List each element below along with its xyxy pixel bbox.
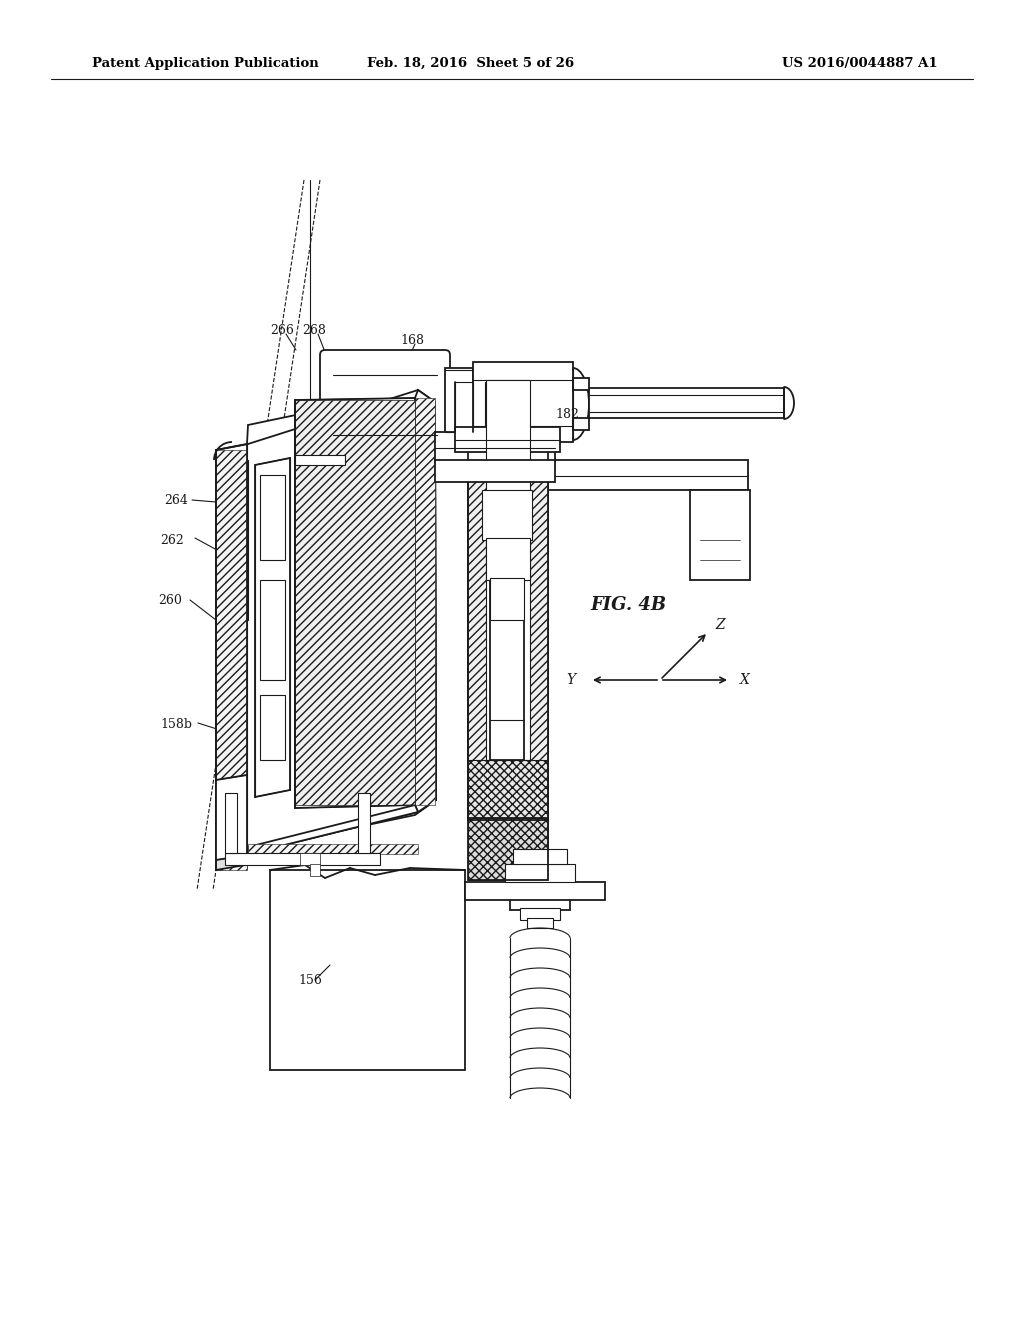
Text: Y: Y	[566, 673, 575, 686]
Bar	[589, 388, 784, 418]
Text: 266: 266	[270, 323, 294, 337]
Bar	[310, 865, 319, 876]
Bar	[490, 560, 524, 760]
Bar	[468, 818, 548, 880]
Bar	[260, 579, 285, 680]
Bar	[468, 818, 548, 880]
Polygon shape	[216, 840, 245, 870]
Text: $\theta_1$: $\theta_1$	[319, 424, 336, 441]
Bar	[455, 381, 473, 432]
Polygon shape	[248, 805, 418, 854]
Bar	[505, 865, 575, 882]
Bar	[530, 459, 548, 760]
Text: 168: 168	[400, 334, 424, 346]
Bar	[295, 400, 415, 805]
Bar	[260, 475, 285, 560]
Bar	[415, 399, 435, 805]
Bar	[482, 490, 532, 540]
Bar	[468, 760, 548, 820]
Bar	[573, 418, 589, 430]
Bar	[490, 578, 524, 620]
Bar	[510, 888, 570, 909]
Text: 268: 268	[302, 323, 326, 337]
Bar	[468, 459, 486, 760]
Text: FIG. 4B: FIG. 4B	[590, 597, 667, 614]
Bar	[300, 853, 319, 865]
Bar	[527, 917, 553, 928]
Bar	[248, 843, 418, 854]
Text: US 2016/0044887 A1: US 2016/0044887 A1	[782, 57, 938, 70]
FancyBboxPatch shape	[319, 350, 450, 455]
Bar	[435, 459, 555, 482]
Bar	[573, 378, 589, 389]
Bar	[295, 455, 345, 465]
Bar	[473, 362, 573, 442]
Polygon shape	[295, 399, 415, 808]
Text: 262: 262	[160, 533, 183, 546]
Bar	[260, 696, 285, 760]
Bar	[225, 853, 380, 865]
Text: 264: 264	[164, 494, 187, 507]
Bar	[468, 432, 548, 820]
Bar	[358, 793, 370, 853]
Bar	[216, 450, 247, 870]
Text: 158b: 158b	[160, 718, 193, 731]
Text: 182: 182	[555, 408, 579, 421]
Bar	[690, 490, 750, 579]
Bar	[486, 539, 530, 579]
Polygon shape	[255, 458, 290, 797]
Text: 260: 260	[158, 594, 182, 606]
Polygon shape	[415, 389, 436, 812]
Text: Feb. 18, 2016  Sheet 5 of 26: Feb. 18, 2016 Sheet 5 of 26	[368, 57, 574, 70]
Bar	[486, 380, 530, 459]
Text: Patent Application Publication: Patent Application Publication	[92, 57, 318, 70]
Polygon shape	[216, 775, 247, 861]
Text: Z: Z	[715, 618, 725, 632]
Polygon shape	[216, 389, 436, 870]
Text: X: X	[740, 673, 750, 686]
Bar	[548, 459, 748, 490]
Bar	[465, 882, 605, 900]
Bar	[270, 870, 465, 1071]
Bar	[455, 426, 560, 451]
Bar	[520, 908, 560, 920]
Bar	[435, 432, 555, 462]
Text: 156: 156	[298, 974, 322, 986]
Bar	[445, 368, 473, 438]
Bar	[513, 849, 567, 865]
Bar	[225, 793, 237, 853]
Bar	[485, 381, 503, 432]
